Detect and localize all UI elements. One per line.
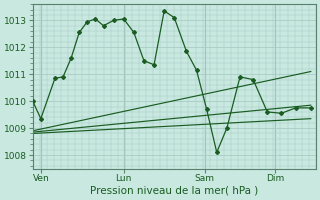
X-axis label: Pression niveau de la mer( hPa ): Pression niveau de la mer( hPa ) (90, 186, 259, 196)
